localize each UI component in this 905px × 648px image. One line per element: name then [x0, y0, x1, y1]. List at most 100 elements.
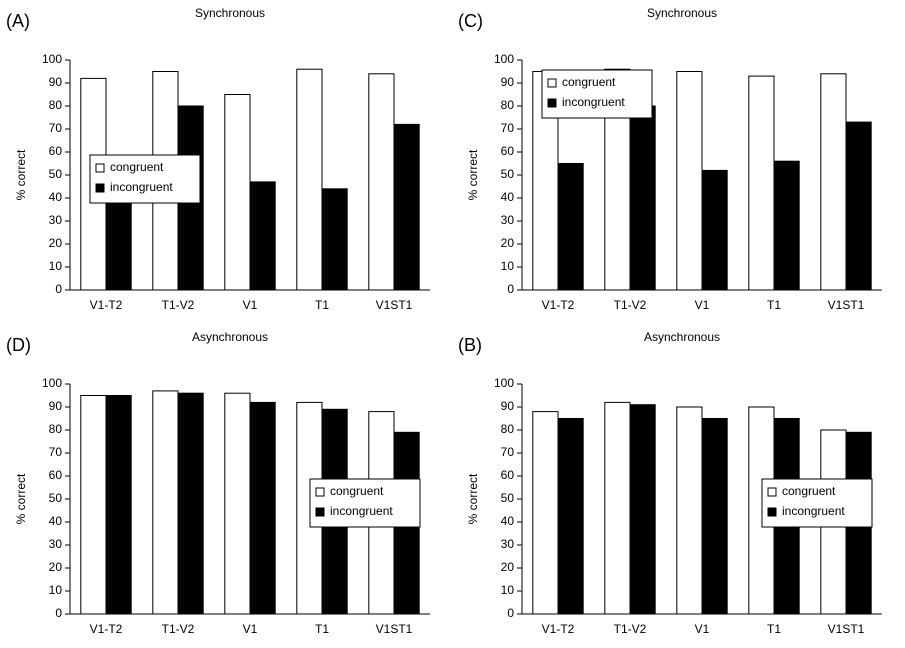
figure: (A) Synchronous % correct 0 10 20 30 40 50 60 70 80… [0, 0, 905, 648]
y-tick-label: 50 [501, 167, 515, 181]
bar [394, 124, 419, 290]
y-tick-label: 40 [49, 190, 63, 204]
y-tick-label: 80 [49, 422, 63, 436]
bar [533, 412, 558, 614]
legend-label: congruent [330, 484, 384, 498]
y-tick-label: 80 [501, 98, 515, 112]
y-tick-label: 100 [494, 376, 514, 390]
x-tick-label: V1 [243, 298, 258, 312]
y-tick-label: 70 [49, 121, 63, 135]
x-tick-label: T1 [767, 622, 781, 636]
x-tick-label: V1-T2 [542, 622, 575, 636]
x-tick-label: T1-V2 [162, 298, 195, 312]
y-tick-label: 20 [49, 236, 63, 250]
bar [630, 106, 655, 290]
y-tick-label: 70 [501, 121, 515, 135]
x-tick-label: T1 [315, 622, 329, 636]
legend-label: congruent [110, 160, 164, 174]
y-tick-label: 40 [501, 514, 515, 528]
y-axis-label: % correct [466, 149, 480, 200]
bar [369, 74, 394, 290]
bar [702, 170, 727, 290]
y-tick-label: 50 [49, 167, 63, 181]
y-tick-label: 10 [49, 583, 63, 597]
panel-label: (D) [6, 335, 31, 355]
legend-swatch [548, 79, 556, 87]
y-tick-label: 100 [42, 376, 62, 390]
bar [153, 391, 178, 614]
bar [322, 189, 347, 290]
y-tick-label: 10 [49, 259, 63, 273]
bar [225, 95, 250, 291]
bar [250, 402, 275, 614]
y-tick-label: 50 [49, 491, 63, 505]
y-tick-label: 70 [49, 445, 63, 459]
x-tick-label: V1-T2 [90, 622, 123, 636]
legend-label: incongruent [330, 504, 393, 518]
legend-swatch [316, 488, 324, 496]
bar [106, 396, 131, 615]
legend-label: incongruent [110, 180, 173, 194]
legend-swatch [768, 488, 776, 496]
y-tick-label: 20 [49, 560, 63, 574]
bar [821, 74, 846, 290]
x-tick-label: T1-V2 [614, 622, 647, 636]
y-tick-label: 50 [501, 491, 515, 505]
bar [178, 393, 203, 614]
bar [81, 396, 106, 615]
y-tick-label: 40 [49, 514, 63, 528]
bar [630, 405, 655, 614]
bar [250, 182, 275, 290]
bar [558, 164, 583, 291]
y-tick-label: 20 [501, 236, 515, 250]
x-tick-label: V1-T2 [542, 298, 575, 312]
y-tick-label: 90 [49, 75, 63, 89]
panel-label: (A) [6, 11, 30, 31]
bar [846, 122, 871, 290]
y-tick-label: 60 [501, 144, 515, 158]
x-tick-label: V1ST1 [376, 622, 413, 636]
y-tick-label: 10 [501, 583, 515, 597]
x-tick-label: V1ST1 [376, 298, 413, 312]
y-tick-label: 0 [507, 282, 514, 296]
y-tick-label: 0 [55, 606, 62, 620]
y-tick-label: 90 [49, 399, 63, 413]
x-tick-label: T1-V2 [162, 622, 195, 636]
x-tick-label: V1-T2 [90, 298, 123, 312]
bar [677, 72, 702, 291]
y-tick-label: 20 [501, 560, 515, 574]
bar [558, 419, 583, 615]
y-tick-label: 10 [501, 259, 515, 273]
panel-label: (C) [458, 11, 483, 31]
y-tick-label: 60 [49, 468, 63, 482]
y-tick-label: 70 [501, 445, 515, 459]
legend-swatch [96, 184, 104, 192]
panel-label: (B) [458, 335, 482, 355]
chart-title: Synchronous [647, 6, 717, 20]
chart-title: Asynchronous [644, 330, 720, 344]
bar [702, 419, 727, 615]
legend-swatch [548, 99, 556, 107]
y-tick-label: 60 [501, 468, 515, 482]
y-tick-label: 90 [501, 399, 515, 413]
bar [605, 402, 630, 614]
y-tick-label: 90 [501, 75, 515, 89]
x-tick-label: V1 [695, 298, 710, 312]
y-tick-label: 30 [49, 537, 63, 551]
x-tick-label: T1-V2 [614, 298, 647, 312]
legend-swatch [768, 508, 776, 516]
x-tick-label: V1 [243, 622, 258, 636]
y-tick-label: 30 [501, 537, 515, 551]
y-tick-label: 80 [501, 422, 515, 436]
bar [677, 407, 702, 614]
bar [749, 76, 774, 290]
y-tick-label: 0 [55, 282, 62, 296]
y-tick-label: 0 [507, 606, 514, 620]
y-tick-label: 40 [501, 190, 515, 204]
legend-label: congruent [562, 75, 616, 89]
x-tick-label: T1 [767, 298, 781, 312]
y-tick-label: 30 [49, 213, 63, 227]
bar [774, 161, 799, 290]
y-tick-label: 100 [42, 52, 62, 66]
y-tick-label: 60 [49, 144, 63, 158]
